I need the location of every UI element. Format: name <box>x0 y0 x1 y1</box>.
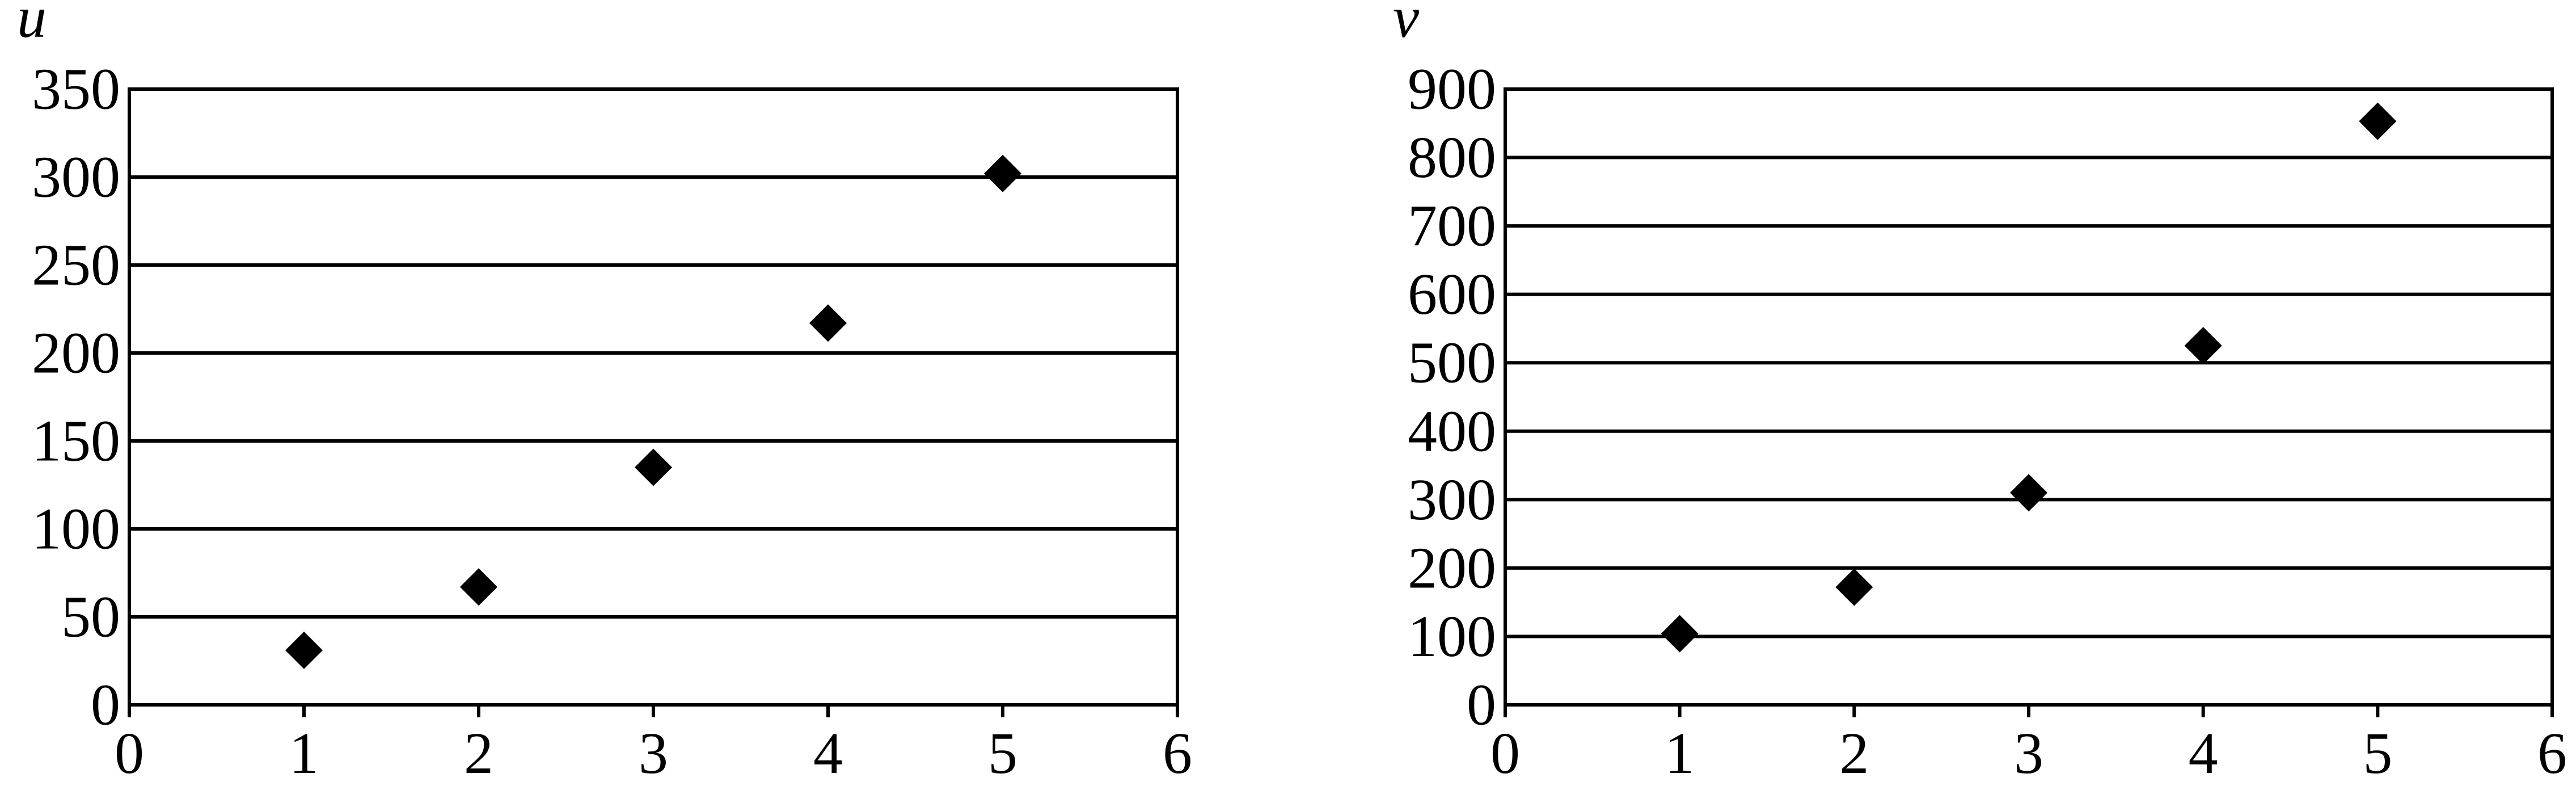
chart-u-y-tick-label: 250 <box>32 233 120 298</box>
chart-u-data-point <box>460 568 497 606</box>
chart-v-y-tick-label: 0 <box>1467 672 1496 738</box>
chart-u-x-tick-label: 4 <box>813 721 843 786</box>
chart-v-y-tick-label: 400 <box>1408 398 1496 464</box>
chart-v-x-tick-label: 4 <box>2189 721 2218 786</box>
chart-v-y-tick-label: 300 <box>1408 467 1496 532</box>
chart-u-panel: 0 50 100 150 200 250 300 350 0 1 2 3 4 5 6 u <box>17 0 1192 786</box>
chart-u-y-tick-label: 0 <box>91 672 120 738</box>
chart-u-y-tick-label: 50 <box>61 585 120 650</box>
chart-u-y-tick-label: 200 <box>32 321 120 386</box>
chart-u-y-tick-label: 300 <box>32 145 120 210</box>
chart-v-x-tick-label: 1 <box>1665 721 1695 786</box>
chart-v-x-tick-label: 2 <box>1839 721 1869 786</box>
chart-u-x-tick-label: 5 <box>988 721 1017 786</box>
chart-u-y-axis-label: u <box>17 0 47 50</box>
chart-v-y-tick-label: 100 <box>1408 604 1496 669</box>
chart-u-data-point <box>285 631 323 669</box>
chart-u-x-tick-label: 3 <box>639 721 668 786</box>
chart-v-y-tick-label: 900 <box>1408 57 1496 122</box>
chart-v-data-point <box>1835 568 1873 606</box>
chart-u-x-tick-label: 2 <box>464 721 493 786</box>
chart-u-y-tick-label: 350 <box>32 57 120 122</box>
chart-v-data-point <box>2184 327 2222 365</box>
chart-u-data-point <box>984 154 1021 192</box>
chart-v-x-tick-label: 3 <box>2014 721 2043 786</box>
chart-v-x-tick-label: 6 <box>2537 721 2567 786</box>
chart-v-y-tick-label: 600 <box>1408 262 1496 327</box>
chart-u-y-tick-label: 150 <box>32 409 120 474</box>
chart-u-x-tick-label: 6 <box>1163 721 1192 786</box>
chart-v-y-tick-label: 500 <box>1408 330 1496 396</box>
chart-u-x-tick-label: 1 <box>289 721 319 786</box>
chart-v-x-tick-label: 5 <box>2363 721 2392 786</box>
chart-u-x-tick-label: 0 <box>115 721 144 786</box>
chart-v-y-tick-label: 800 <box>1408 125 1496 190</box>
chart-v-y-tick-label: 700 <box>1408 194 1496 259</box>
chart-v-y-tick-label: 200 <box>1408 535 1496 600</box>
chart-u-data-point <box>635 448 672 486</box>
chart-v-data-point <box>2010 474 2047 512</box>
chart-v-y-axis-label: v <box>1393 0 1420 50</box>
chart-u-plot-frame <box>128 87 1179 707</box>
chart-v-data-point <box>1661 615 1699 653</box>
chart-v-x-tick-label: 0 <box>1490 721 1520 786</box>
chart-u-data-point <box>809 304 847 342</box>
chart-v-data-point <box>2359 102 2397 140</box>
chart-v-plot-frame <box>1504 87 2554 707</box>
chart-u-y-tick-label: 100 <box>32 497 120 562</box>
